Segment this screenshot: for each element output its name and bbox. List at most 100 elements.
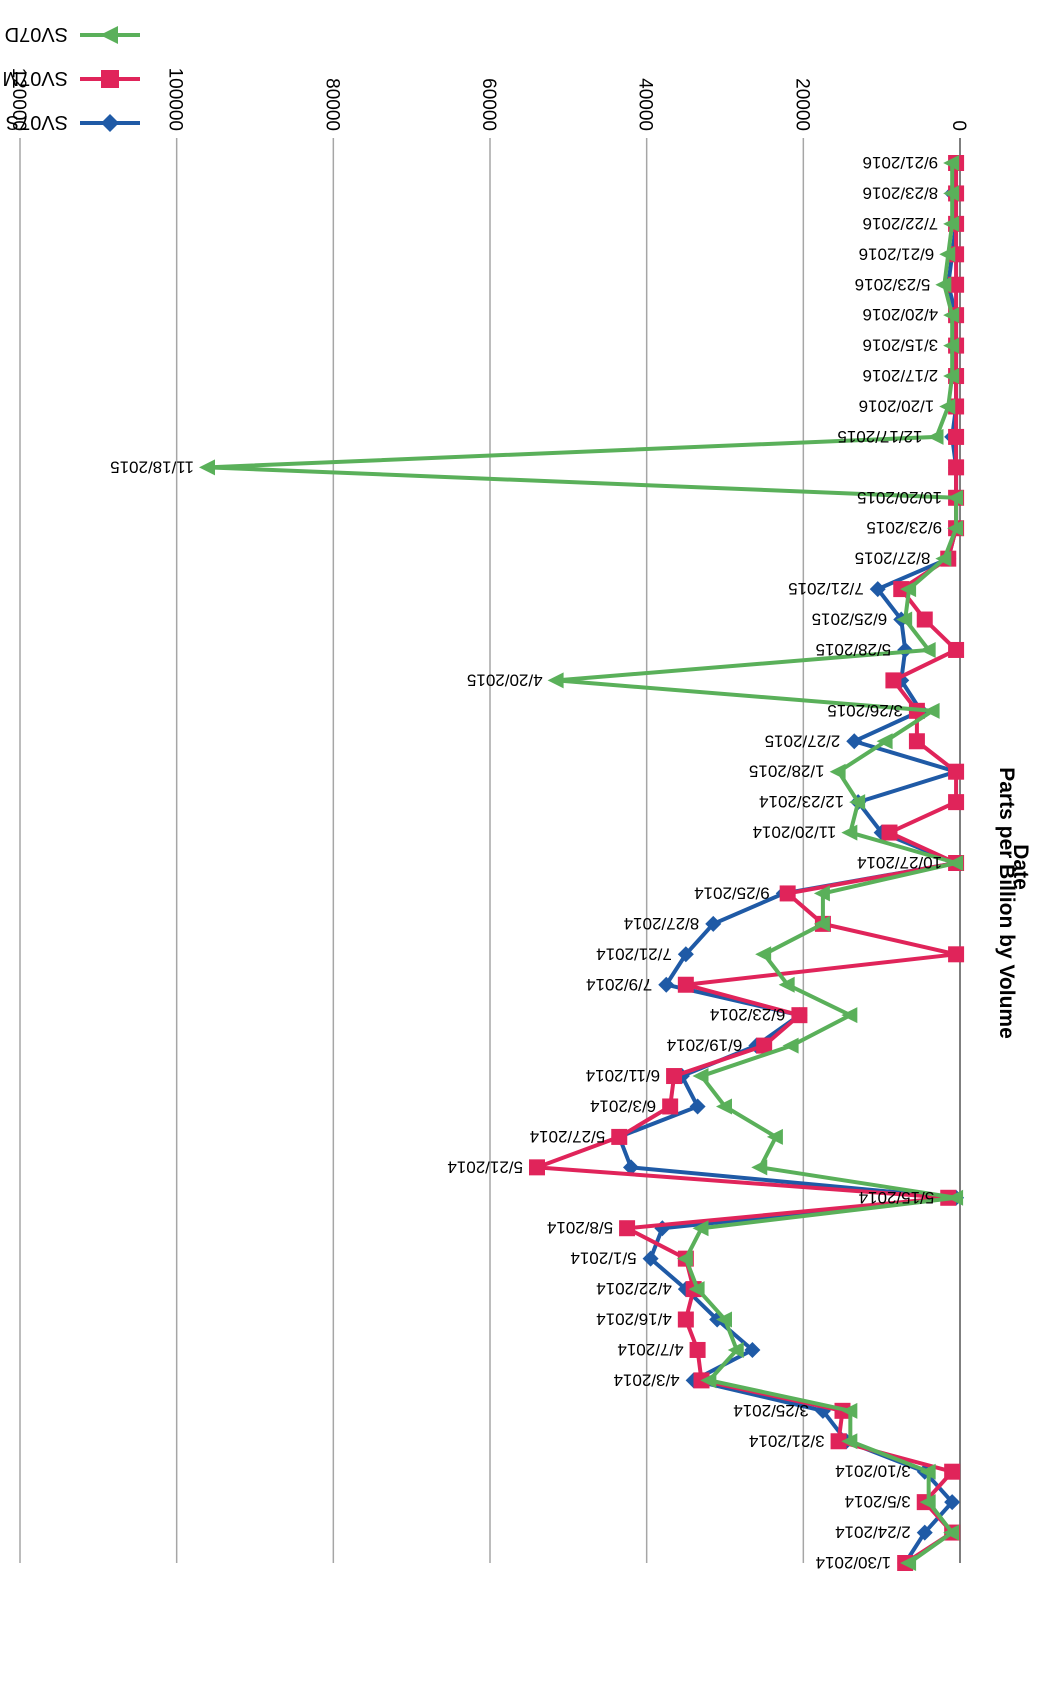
legend-label: SV07M bbox=[2, 67, 68, 89]
data-label: 3/25/2014 bbox=[733, 1401, 809, 1420]
marker-sv07m bbox=[666, 1068, 683, 1085]
y-tick-label: 100000 bbox=[165, 68, 186, 131]
data-label: 9/21/2016 bbox=[863, 153, 939, 172]
marker-sv07m bbox=[948, 276, 965, 293]
series-line-sv07d bbox=[207, 163, 959, 1565]
marker-sv07m bbox=[948, 428, 965, 445]
marker-sv07s bbox=[869, 581, 886, 598]
legend-label: SV07S bbox=[6, 111, 68, 133]
legend-marker bbox=[101, 114, 119, 132]
marker-sv07s bbox=[846, 733, 863, 750]
legend: SV07S SV07M SV07D bbox=[2, 23, 140, 133]
marker-sv07s bbox=[705, 915, 722, 932]
marker-sv07d bbox=[849, 794, 866, 811]
y-tick-label: 40000 bbox=[635, 78, 656, 131]
marker-sv07d bbox=[900, 1555, 917, 1571]
data-label: 6/25/2015 bbox=[812, 610, 888, 629]
data-label: 10/20/2015 bbox=[857, 488, 942, 507]
marker-sv07m bbox=[916, 611, 933, 628]
data-label: 1/20/2016 bbox=[859, 396, 935, 415]
marker-sv07d bbox=[692, 1068, 709, 1085]
marker-sv07d bbox=[700, 1372, 717, 1389]
data-label: 2/24/2014 bbox=[835, 1523, 911, 1542]
marker-sv07s bbox=[642, 1250, 659, 1267]
data-label: 3/10/2014 bbox=[835, 1462, 911, 1481]
marker-sv07d bbox=[947, 1189, 964, 1206]
data-label: 6/21/2016 bbox=[859, 244, 935, 263]
data-label: 8/27/2015 bbox=[855, 549, 931, 568]
data-label: 6/23/2014 bbox=[710, 1005, 786, 1024]
series-lines bbox=[199, 155, 965, 1571]
marker-sv07s bbox=[916, 1524, 933, 1541]
marker-sv07m bbox=[779, 885, 796, 902]
data-label: 8/23/2016 bbox=[863, 183, 939, 202]
data-label: 6/3/2014 bbox=[590, 1096, 656, 1115]
marker-sv07m bbox=[948, 794, 965, 811]
marker-sv07m bbox=[611, 1128, 628, 1145]
marker-sv07d bbox=[876, 733, 893, 750]
data-label: 3/26/2015 bbox=[827, 701, 903, 720]
data-label: 5/1/2014 bbox=[570, 1249, 636, 1268]
marker-sv07d bbox=[943, 307, 960, 324]
data-label: 3/21/2014 bbox=[749, 1431, 825, 1450]
data-label: 7/9/2014 bbox=[586, 975, 652, 994]
y-tick-label: 80000 bbox=[321, 78, 342, 131]
legend-item-sv07s: SV07S bbox=[6, 111, 140, 133]
y-axis-ticks: 0 20000 40000 60000 80000 100000 120000 bbox=[8, 68, 969, 131]
data-label: 9/25/2014 bbox=[694, 883, 770, 902]
data-label: 2/17/2016 bbox=[863, 366, 939, 385]
marker-sv07d bbox=[841, 1402, 858, 1419]
marker-sv07d bbox=[947, 489, 964, 506]
marker-sv07d bbox=[676, 1250, 693, 1267]
data-label: 5/8/2014 bbox=[547, 1218, 613, 1237]
data-label: 2/27/2015 bbox=[765, 731, 841, 750]
data-label: 3/15/2016 bbox=[863, 336, 939, 355]
marker-sv07m bbox=[830, 1433, 847, 1450]
marker-sv07m bbox=[529, 1159, 545, 1176]
data-label: 11/20/2014 bbox=[753, 823, 837, 842]
marker-sv07s bbox=[814, 1402, 831, 1419]
data-label: 5/23/2016 bbox=[855, 275, 931, 294]
marker-sv07d bbox=[919, 641, 936, 658]
marker-sv07d bbox=[199, 459, 215, 476]
marker-sv07m bbox=[948, 459, 965, 476]
marker-sv07d bbox=[943, 155, 960, 171]
data-label: 7/21/2014 bbox=[596, 944, 672, 963]
marker-sv07d bbox=[841, 1007, 858, 1024]
data-label: 4/22/2014 bbox=[596, 1279, 672, 1298]
marker-sv07d bbox=[896, 611, 913, 628]
marker-sv07d bbox=[841, 824, 858, 841]
data-label: 4/20/2015 bbox=[467, 670, 543, 689]
y-axis-title: Parts per Billion by Volume bbox=[995, 767, 1018, 1039]
data-label: 7/21/2015 bbox=[788, 579, 864, 598]
marker-sv07m bbox=[677, 976, 694, 993]
data-label: 6/19/2014 bbox=[667, 1036, 743, 1055]
marker-sv07m bbox=[756, 1037, 773, 1054]
marker-sv07d bbox=[923, 702, 940, 719]
data-label: 8/27/2014 bbox=[624, 914, 700, 933]
marker-sv07m bbox=[677, 1311, 694, 1328]
marker-sv07d bbox=[947, 855, 964, 871]
data-label: 4/3/2014 bbox=[613, 1370, 679, 1389]
legend-marker bbox=[101, 70, 119, 88]
data-label: 11/18/2015 bbox=[110, 457, 194, 476]
marker-sv07d bbox=[943, 337, 960, 354]
data-label: 5/28/2015 bbox=[816, 640, 892, 659]
marker-sv07m bbox=[944, 1463, 961, 1480]
marker-sv07s bbox=[944, 1494, 961, 1511]
marker-sv07m bbox=[619, 1220, 636, 1237]
marker-sv07s bbox=[744, 1341, 761, 1358]
marker-sv07d bbox=[813, 885, 830, 902]
data-label: 5/21/2014 bbox=[447, 1157, 523, 1176]
marker-sv07d bbox=[927, 428, 944, 445]
marker-sv07m bbox=[662, 1098, 679, 1115]
marker-sv07m bbox=[948, 641, 965, 658]
marker-sv07d bbox=[688, 1281, 705, 1298]
data-label: 12/17/2015 bbox=[837, 427, 922, 446]
data-label: 10/27/2014 bbox=[857, 853, 942, 872]
data-label: 12/23/2014 bbox=[759, 792, 844, 811]
data-label: 9/23/2015 bbox=[866, 518, 942, 537]
y-tick-label: 0 bbox=[948, 120, 969, 131]
marker-sv07m bbox=[908, 733, 925, 750]
